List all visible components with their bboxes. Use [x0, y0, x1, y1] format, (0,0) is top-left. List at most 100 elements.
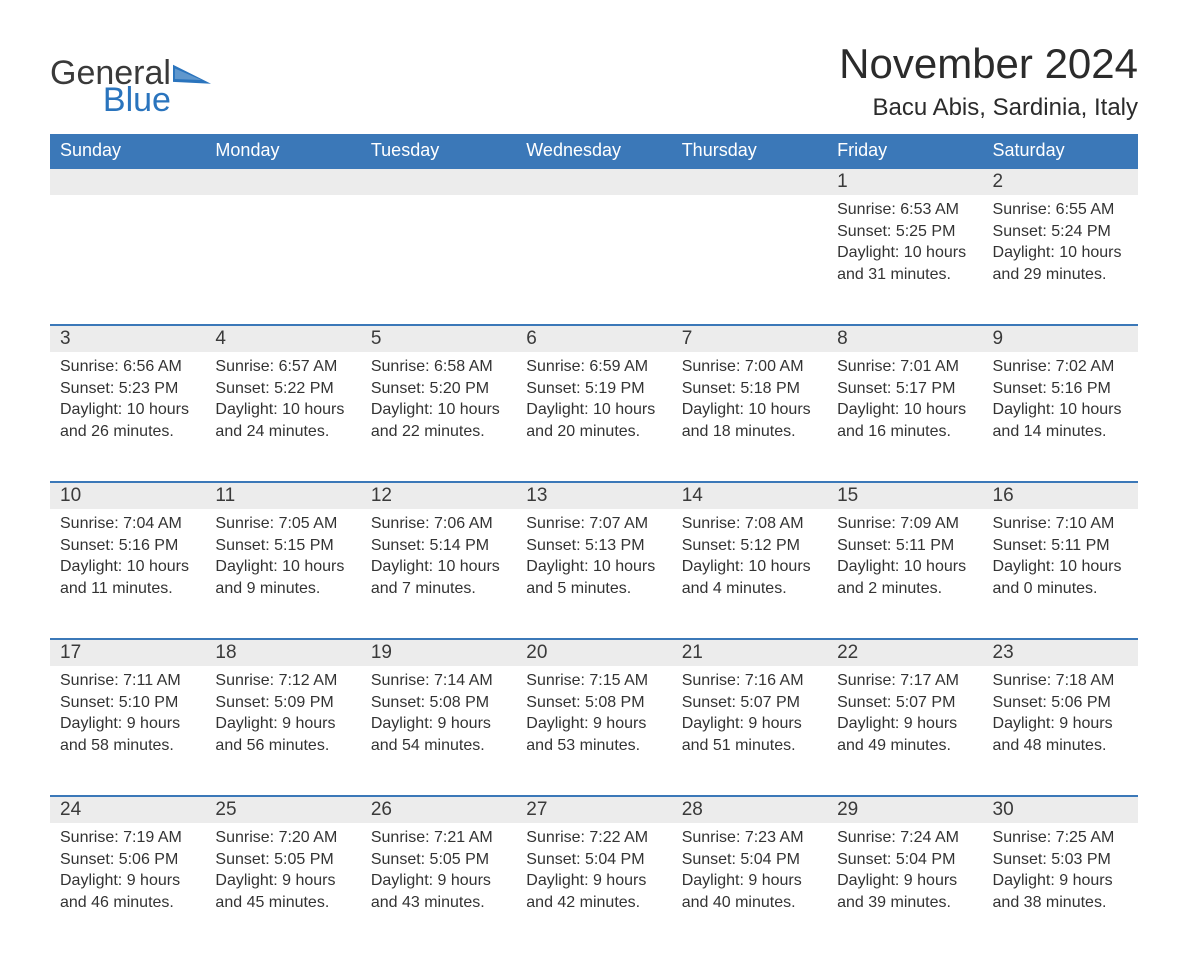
day-details: Sunrise: 7:02 AMSunset: 5:16 PMDaylight:…: [983, 352, 1138, 442]
daylight-line: Daylight: 9 hours and 38 minutes.: [993, 870, 1128, 913]
day-details: Sunrise: 7:01 AMSunset: 5:17 PMDaylight:…: [827, 352, 982, 442]
day-details: Sunrise: 7:07 AMSunset: 5:13 PMDaylight:…: [516, 509, 671, 599]
sunset-line: Sunset: 5:11 PM: [993, 535, 1128, 557]
day-body-cell: Sunrise: 7:17 AMSunset: 5:07 PMDaylight:…: [827, 666, 982, 796]
sunrise-line: Sunrise: 7:18 AM: [993, 670, 1128, 692]
day-number-cell: [516, 168, 671, 195]
daylight-line: Daylight: 9 hours and 39 minutes.: [837, 870, 972, 913]
day-details: Sunrise: 7:24 AMSunset: 5:04 PMDaylight:…: [827, 823, 982, 913]
day-number-cell: 14: [672, 482, 827, 509]
day-header: Saturday: [983, 134, 1138, 168]
daylight-line: Daylight: 10 hours and 9 minutes.: [215, 556, 350, 599]
header-row: General Blue November 2024 Bacu Abis, Sa…: [50, 40, 1138, 122]
sunset-line: Sunset: 5:13 PM: [526, 535, 661, 557]
day-body-row: Sunrise: 6:56 AMSunset: 5:23 PMDaylight:…: [50, 352, 1138, 482]
brand-triangle-icon: [173, 64, 211, 94]
day-body-cell: Sunrise: 7:09 AMSunset: 5:11 PMDaylight:…: [827, 509, 982, 639]
day-body-cell: Sunrise: 7:22 AMSunset: 5:04 PMDaylight:…: [516, 823, 671, 953]
daylight-line: Daylight: 9 hours and 51 minutes.: [682, 713, 817, 756]
day-details: Sunrise: 7:23 AMSunset: 5:04 PMDaylight:…: [672, 823, 827, 913]
day-number-row: 3456789: [50, 325, 1138, 352]
day-body-cell: Sunrise: 6:56 AMSunset: 5:23 PMDaylight:…: [50, 352, 205, 482]
day-body-cell: Sunrise: 7:18 AMSunset: 5:06 PMDaylight:…: [983, 666, 1138, 796]
day-number-cell: 28: [672, 796, 827, 823]
sunset-line: Sunset: 5:24 PM: [993, 221, 1128, 243]
sunrise-line: Sunrise: 6:58 AM: [371, 356, 506, 378]
sunrise-line: Sunrise: 6:57 AM: [215, 356, 350, 378]
daylight-line: Daylight: 9 hours and 56 minutes.: [215, 713, 350, 756]
title-month-year: November 2024: [839, 40, 1138, 88]
day-details: Sunrise: 7:19 AMSunset: 5:06 PMDaylight:…: [50, 823, 205, 913]
day-body-cell: [205, 195, 360, 325]
day-details: Sunrise: 7:25 AMSunset: 5:03 PMDaylight:…: [983, 823, 1138, 913]
sunrise-line: Sunrise: 7:23 AM: [682, 827, 817, 849]
sunrise-line: Sunrise: 7:25 AM: [993, 827, 1128, 849]
day-number-row: 24252627282930: [50, 796, 1138, 823]
day-number-cell: 16: [983, 482, 1138, 509]
daylight-line: Daylight: 10 hours and 7 minutes.: [371, 556, 506, 599]
sunset-line: Sunset: 5:06 PM: [993, 692, 1128, 714]
day-number-cell: 17: [50, 639, 205, 666]
day-body-cell: Sunrise: 7:12 AMSunset: 5:09 PMDaylight:…: [205, 666, 360, 796]
day-body-cell: Sunrise: 7:08 AMSunset: 5:12 PMDaylight:…: [672, 509, 827, 639]
day-details: Sunrise: 6:57 AMSunset: 5:22 PMDaylight:…: [205, 352, 360, 442]
day-number-row: 17181920212223: [50, 639, 1138, 666]
day-body-cell: Sunrise: 6:57 AMSunset: 5:22 PMDaylight:…: [205, 352, 360, 482]
day-body-cell: Sunrise: 7:25 AMSunset: 5:03 PMDaylight:…: [983, 823, 1138, 953]
sunrise-line: Sunrise: 7:24 AM: [837, 827, 972, 849]
daylight-line: Daylight: 9 hours and 42 minutes.: [526, 870, 661, 913]
day-body-cell: [361, 195, 516, 325]
day-details: Sunrise: 7:12 AMSunset: 5:09 PMDaylight:…: [205, 666, 360, 756]
day-details: Sunrise: 6:55 AMSunset: 5:24 PMDaylight:…: [983, 195, 1138, 285]
sunset-line: Sunset: 5:05 PM: [371, 849, 506, 871]
sunset-line: Sunset: 5:03 PM: [993, 849, 1128, 871]
daylight-line: Daylight: 10 hours and 29 minutes.: [993, 242, 1128, 285]
sunset-line: Sunset: 5:04 PM: [837, 849, 972, 871]
sunset-line: Sunset: 5:17 PM: [837, 378, 972, 400]
day-body-cell: Sunrise: 7:23 AMSunset: 5:04 PMDaylight:…: [672, 823, 827, 953]
day-header: Friday: [827, 134, 982, 168]
day-details: Sunrise: 7:17 AMSunset: 5:07 PMDaylight:…: [827, 666, 982, 756]
day-number-cell: 7: [672, 325, 827, 352]
day-number-cell: 12: [361, 482, 516, 509]
brand-logo: General Blue: [50, 40, 211, 115]
day-header: Wednesday: [516, 134, 671, 168]
day-number-cell: 24: [50, 796, 205, 823]
daylight-line: Daylight: 10 hours and 0 minutes.: [993, 556, 1128, 599]
day-body-cell: Sunrise: 7:00 AMSunset: 5:18 PMDaylight:…: [672, 352, 827, 482]
sunset-line: Sunset: 5:07 PM: [837, 692, 972, 714]
day-details: Sunrise: 7:11 AMSunset: 5:10 PMDaylight:…: [50, 666, 205, 756]
calendar-body: 12Sunrise: 6:53 AMSunset: 5:25 PMDayligh…: [50, 168, 1138, 953]
day-number-cell: 27: [516, 796, 671, 823]
daylight-line: Daylight: 10 hours and 24 minutes.: [215, 399, 350, 442]
day-number-cell: 19: [361, 639, 516, 666]
day-body-cell: [516, 195, 671, 325]
daylight-line: Daylight: 10 hours and 14 minutes.: [993, 399, 1128, 442]
daylight-line: Daylight: 10 hours and 20 minutes.: [526, 399, 661, 442]
sunset-line: Sunset: 5:16 PM: [993, 378, 1128, 400]
day-details: Sunrise: 7:08 AMSunset: 5:12 PMDaylight:…: [672, 509, 827, 599]
day-header: Monday: [205, 134, 360, 168]
daylight-line: Daylight: 9 hours and 49 minutes.: [837, 713, 972, 756]
day-number-cell: 26: [361, 796, 516, 823]
sunrise-line: Sunrise: 7:12 AM: [215, 670, 350, 692]
day-body-cell: Sunrise: 6:55 AMSunset: 5:24 PMDaylight:…: [983, 195, 1138, 325]
sunset-line: Sunset: 5:07 PM: [682, 692, 817, 714]
day-details: Sunrise: 7:06 AMSunset: 5:14 PMDaylight:…: [361, 509, 516, 599]
day-details: Sunrise: 7:14 AMSunset: 5:08 PMDaylight:…: [361, 666, 516, 756]
day-number-cell: 20: [516, 639, 671, 666]
day-number-cell: 1: [827, 168, 982, 195]
sunset-line: Sunset: 5:06 PM: [60, 849, 195, 871]
sunset-line: Sunset: 5:20 PM: [371, 378, 506, 400]
day-details: Sunrise: 7:22 AMSunset: 5:04 PMDaylight:…: [516, 823, 671, 913]
sunrise-line: Sunrise: 7:06 AM: [371, 513, 506, 535]
title-block: November 2024 Bacu Abis, Sardinia, Italy: [839, 40, 1138, 122]
day-body-cell: Sunrise: 7:19 AMSunset: 5:06 PMDaylight:…: [50, 823, 205, 953]
sunset-line: Sunset: 5:12 PM: [682, 535, 817, 557]
sunset-line: Sunset: 5:16 PM: [60, 535, 195, 557]
sunrise-line: Sunrise: 7:16 AM: [682, 670, 817, 692]
day-number-cell: 2: [983, 168, 1138, 195]
day-details: Sunrise: 7:10 AMSunset: 5:11 PMDaylight:…: [983, 509, 1138, 599]
day-body-cell: Sunrise: 7:07 AMSunset: 5:13 PMDaylight:…: [516, 509, 671, 639]
day-number-cell: 21: [672, 639, 827, 666]
